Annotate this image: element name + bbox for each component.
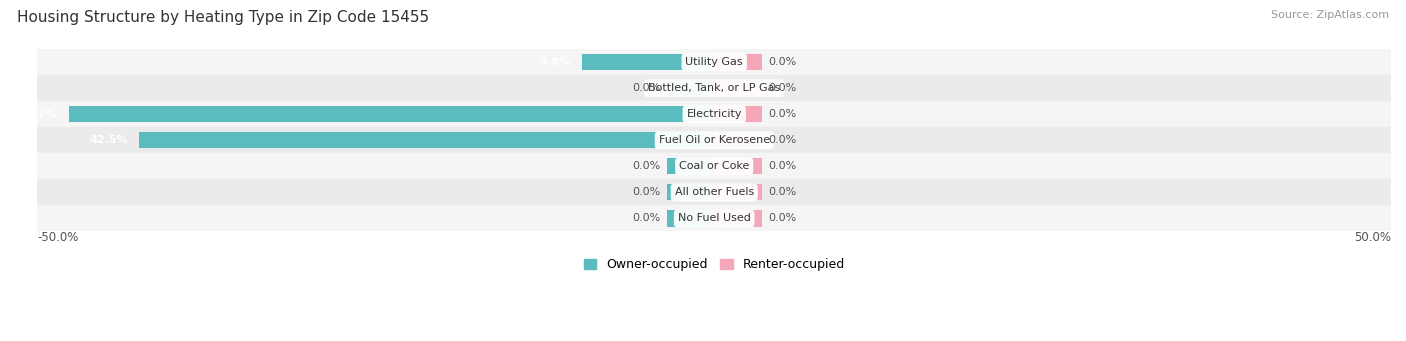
Bar <box>714 132 762 148</box>
Text: Bottled, Tank, or LP Gas: Bottled, Tank, or LP Gas <box>648 83 780 93</box>
Text: 0.0%: 0.0% <box>768 135 797 145</box>
Bar <box>38 127 1391 153</box>
Text: -50.0%: -50.0% <box>38 232 79 244</box>
Text: 0.0%: 0.0% <box>768 57 797 67</box>
Text: Fuel Oil or Kerosene: Fuel Oil or Kerosene <box>658 135 769 145</box>
Text: 42.5%: 42.5% <box>90 135 128 145</box>
Bar <box>714 80 762 96</box>
Text: Utility Gas: Utility Gas <box>685 57 742 67</box>
Text: Electricity: Electricity <box>686 109 742 119</box>
Text: 0.0%: 0.0% <box>631 187 659 197</box>
Text: Housing Structure by Heating Type in Zip Code 15455: Housing Structure by Heating Type in Zip… <box>17 10 429 25</box>
Bar <box>38 153 1391 179</box>
Bar <box>139 132 714 148</box>
Bar <box>666 184 714 201</box>
Text: 0.0%: 0.0% <box>631 83 659 93</box>
Bar <box>38 179 1391 205</box>
Bar <box>666 80 714 96</box>
Text: Source: ZipAtlas.com: Source: ZipAtlas.com <box>1271 10 1389 20</box>
Text: Coal or Coke: Coal or Coke <box>679 161 749 171</box>
Legend: Owner-occupied, Renter-occupied: Owner-occupied, Renter-occupied <box>579 253 849 276</box>
Text: All other Fuels: All other Fuels <box>675 187 754 197</box>
Bar <box>38 49 1391 75</box>
Bar <box>714 210 762 226</box>
Bar <box>666 210 714 226</box>
Bar <box>714 158 762 174</box>
Text: 50.0%: 50.0% <box>1354 232 1391 244</box>
Text: 0.0%: 0.0% <box>768 213 797 223</box>
Text: 0.0%: 0.0% <box>768 109 797 119</box>
Text: 0.0%: 0.0% <box>768 187 797 197</box>
Bar <box>714 54 762 70</box>
Bar <box>714 184 762 201</box>
Text: No Fuel Used: No Fuel Used <box>678 213 751 223</box>
Bar <box>38 101 1391 127</box>
Bar <box>714 106 762 122</box>
Bar <box>69 106 714 122</box>
Text: 0.0%: 0.0% <box>768 161 797 171</box>
Text: 47.7%: 47.7% <box>18 109 58 119</box>
Bar <box>582 54 714 70</box>
Bar <box>38 205 1391 232</box>
Text: 0.0%: 0.0% <box>768 83 797 93</box>
Bar <box>38 75 1391 101</box>
Text: 0.0%: 0.0% <box>631 161 659 171</box>
Text: 0.0%: 0.0% <box>631 213 659 223</box>
Bar <box>666 158 714 174</box>
Text: 9.8%: 9.8% <box>540 57 571 67</box>
